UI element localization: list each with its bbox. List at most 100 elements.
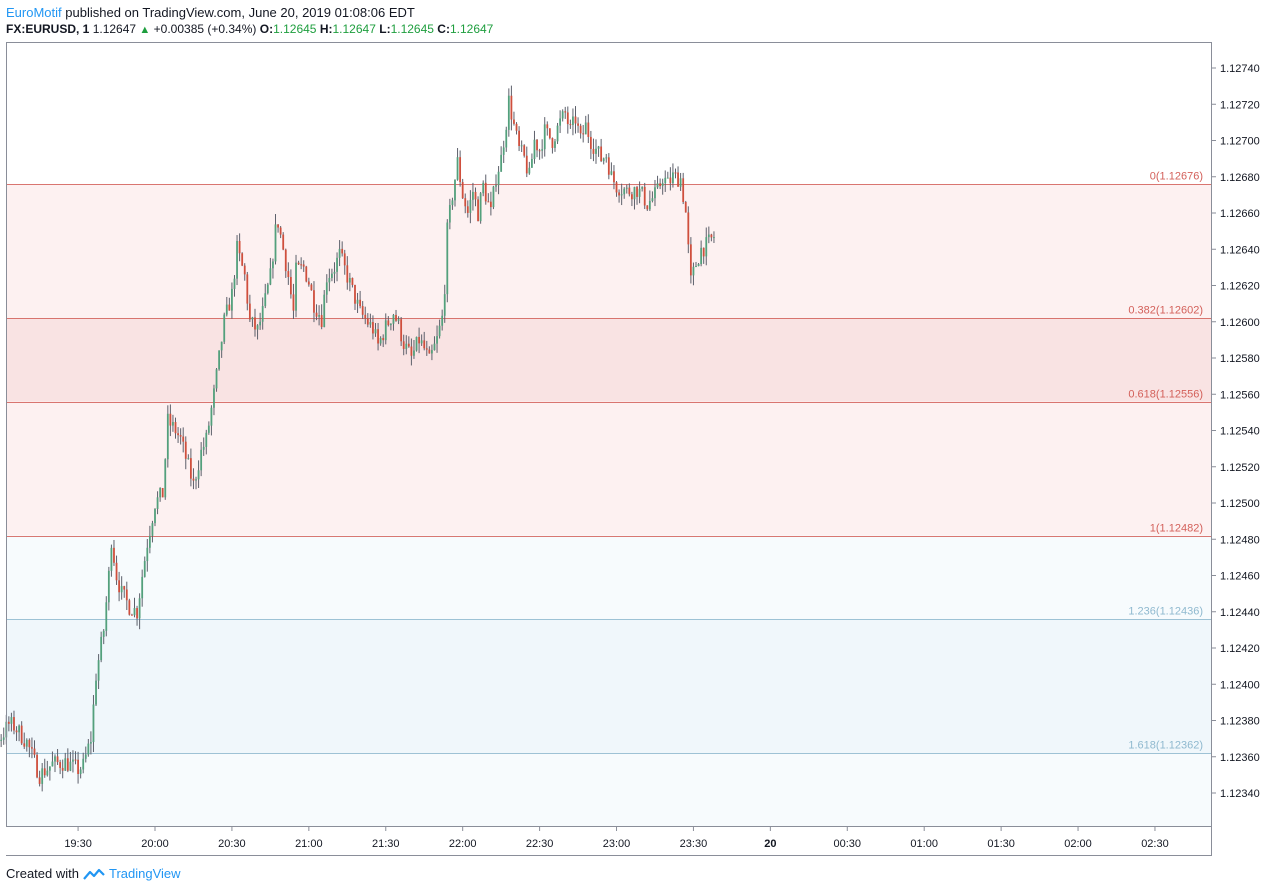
candle [374,323,377,337]
candle [423,331,426,351]
y-tick-label: 1.12600 [1220,317,1260,329]
candle [574,106,577,134]
y-tick-label: 1.12440 [1220,607,1260,619]
candle [487,193,490,203]
candle [513,111,515,126]
symbol-name[interactable]: FX:EURUSD, 1 [6,22,90,36]
candle-body [364,314,367,319]
candle [236,235,238,286]
candle-body [202,446,205,450]
candle-body [556,125,559,142]
candle [589,130,592,160]
candle [118,571,121,602]
y-tick-label: 1.12400 [1220,679,1260,691]
candle-body [569,124,572,126]
candle [618,189,620,203]
y-tick-label: 1.12620 [1220,281,1260,293]
candle [138,593,141,630]
candle-body [25,739,28,747]
candle [354,284,356,310]
candle-body [187,458,190,460]
candle [161,487,164,498]
candle [689,237,692,284]
candle [87,739,90,757]
candle [538,148,541,160]
candle [92,695,95,753]
footer: Created with TradingView [6,866,181,881]
candle-body [492,186,495,208]
candle-body [546,124,549,129]
candle [141,569,144,607]
candle-body [574,116,577,124]
candle-body [61,767,64,771]
candle [318,305,320,326]
candle-body [100,636,103,661]
candle [397,316,400,325]
candle [643,182,646,210]
candle-body [269,268,272,285]
candle [592,138,595,162]
candle-body [28,739,31,748]
candle [159,487,162,502]
candle-body [141,576,144,599]
candle [459,150,462,187]
candle [569,119,572,129]
brand-link[interactable]: EuroMotif [6,5,62,20]
candle-body [407,343,410,347]
candle-body [489,201,492,208]
candle-body [72,759,74,762]
candle [46,760,49,777]
candle-body [241,253,244,266]
candle-body [405,343,408,349]
tradingview-link[interactable]: TradingView [108,866,181,881]
candle [2,727,5,745]
candle [102,629,105,645]
candle-body [110,547,113,571]
candle [713,231,715,244]
candle [128,598,131,616]
y-tick-label: 1.12520 [1220,462,1260,474]
candle [382,334,385,348]
candle [710,233,713,242]
candle [241,252,244,267]
candle-body [289,277,292,295]
candle-body [697,264,700,267]
candle-body [213,388,215,408]
candle [305,265,308,283]
candle-body [10,717,13,724]
candle [223,312,226,345]
candle-body [502,147,505,155]
candle [492,185,495,210]
candle [0,734,3,748]
candle-body [23,743,26,747]
fib-zone [7,535,1211,619]
y-tick-label: 1.12740 [1220,63,1260,75]
candle-body [333,271,336,274]
candle [338,240,341,267]
y-tick-label: 1.12340 [1220,788,1260,800]
candle [331,268,333,282]
candle-body [587,122,590,137]
candle-body [682,178,685,203]
x-tick-label: 22:00 [449,838,477,850]
candle-body [707,234,710,238]
y-tick-label: 1.12580 [1220,353,1260,365]
candle-body [259,321,262,326]
candle-body [425,348,428,350]
candle-body [325,282,328,295]
candle [510,85,513,131]
candle-body [382,337,385,341]
candle [215,368,218,392]
low-value: 1.12645 [390,22,434,36]
candle-body [161,488,164,498]
candle-body [59,762,62,768]
candle-body [43,768,46,776]
candle [638,181,641,204]
candle-body [643,186,646,206]
candle-body [543,124,546,150]
candle-body [615,182,618,193]
candle-body [87,743,90,755]
candle [74,751,77,765]
candle-body [541,149,544,151]
